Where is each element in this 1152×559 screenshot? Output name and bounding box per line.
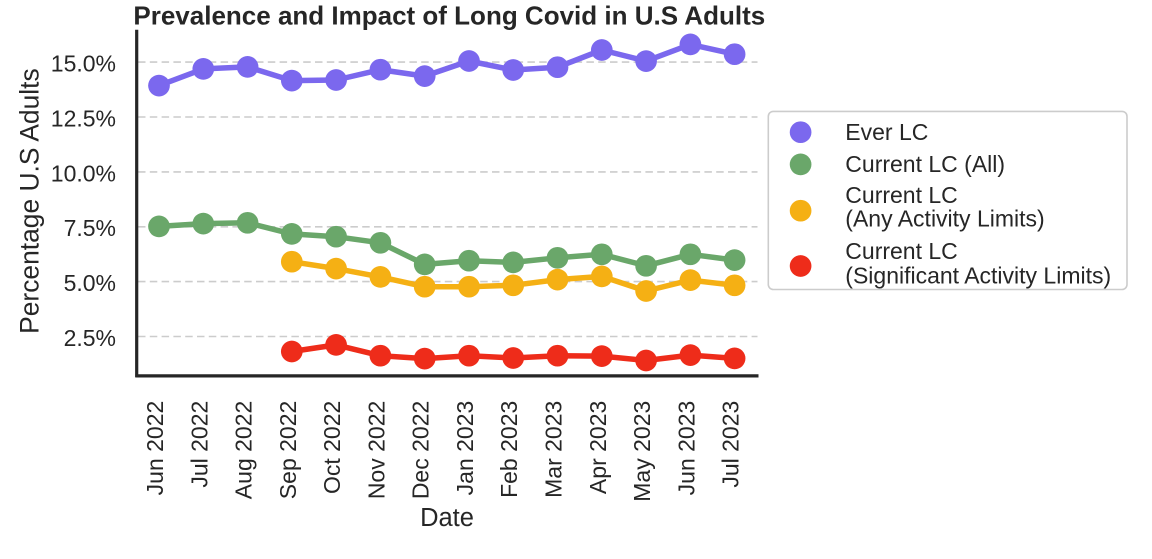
svg-text:5.0%: 5.0%	[64, 270, 116, 296]
svg-text:Ever LC: Ever LC	[845, 119, 928, 145]
svg-text:2.5%: 2.5%	[64, 325, 116, 351]
svg-text:Jan 2023: Jan 2023	[452, 401, 478, 496]
svg-text:Current LC (All): Current LC (All)	[845, 151, 1005, 177]
svg-text:(Any Activity Limits): (Any Activity Limits)	[845, 205, 1044, 231]
svg-text:Jun 2023: Jun 2023	[673, 401, 699, 496]
svg-text:Jun 2022: Jun 2022	[142, 401, 168, 496]
svg-text:Sep 2022: Sep 2022	[275, 401, 301, 499]
svg-text:Feb 2023: Feb 2023	[496, 401, 522, 498]
svg-text:Oct 2022: Oct 2022	[319, 401, 345, 494]
svg-text:12.5%: 12.5%	[51, 105, 116, 131]
svg-text:10.0%: 10.0%	[51, 160, 116, 186]
svg-text:Nov 2022: Nov 2022	[363, 401, 389, 499]
svg-text:Jul 2022: Jul 2022	[186, 401, 212, 488]
svg-text:Date: Date	[420, 504, 474, 532]
svg-text:Apr 2023: Apr 2023	[585, 401, 611, 494]
svg-text:15.0%: 15.0%	[51, 51, 116, 77]
svg-text:Jul 2023: Jul 2023	[718, 401, 744, 488]
svg-text:Prevalence and Impact of Long: Prevalence and Impact of Long Covid in U…	[133, 1, 765, 31]
svg-text:Percentage U.S Adults: Percentage U.S Adults	[15, 68, 45, 334]
svg-text:(Significant Activity Limits): (Significant Activity Limits)	[845, 263, 1111, 289]
svg-text:May 2023: May 2023	[629, 401, 655, 502]
svg-text:Mar 2023: Mar 2023	[541, 401, 567, 498]
svg-text:7.5%: 7.5%	[64, 215, 116, 241]
svg-text:Current LC: Current LC	[845, 182, 957, 208]
svg-text:Aug 2022: Aug 2022	[231, 401, 257, 499]
svg-text:Current LC: Current LC	[845, 238, 957, 264]
svg-text:Dec 2022: Dec 2022	[408, 401, 434, 499]
